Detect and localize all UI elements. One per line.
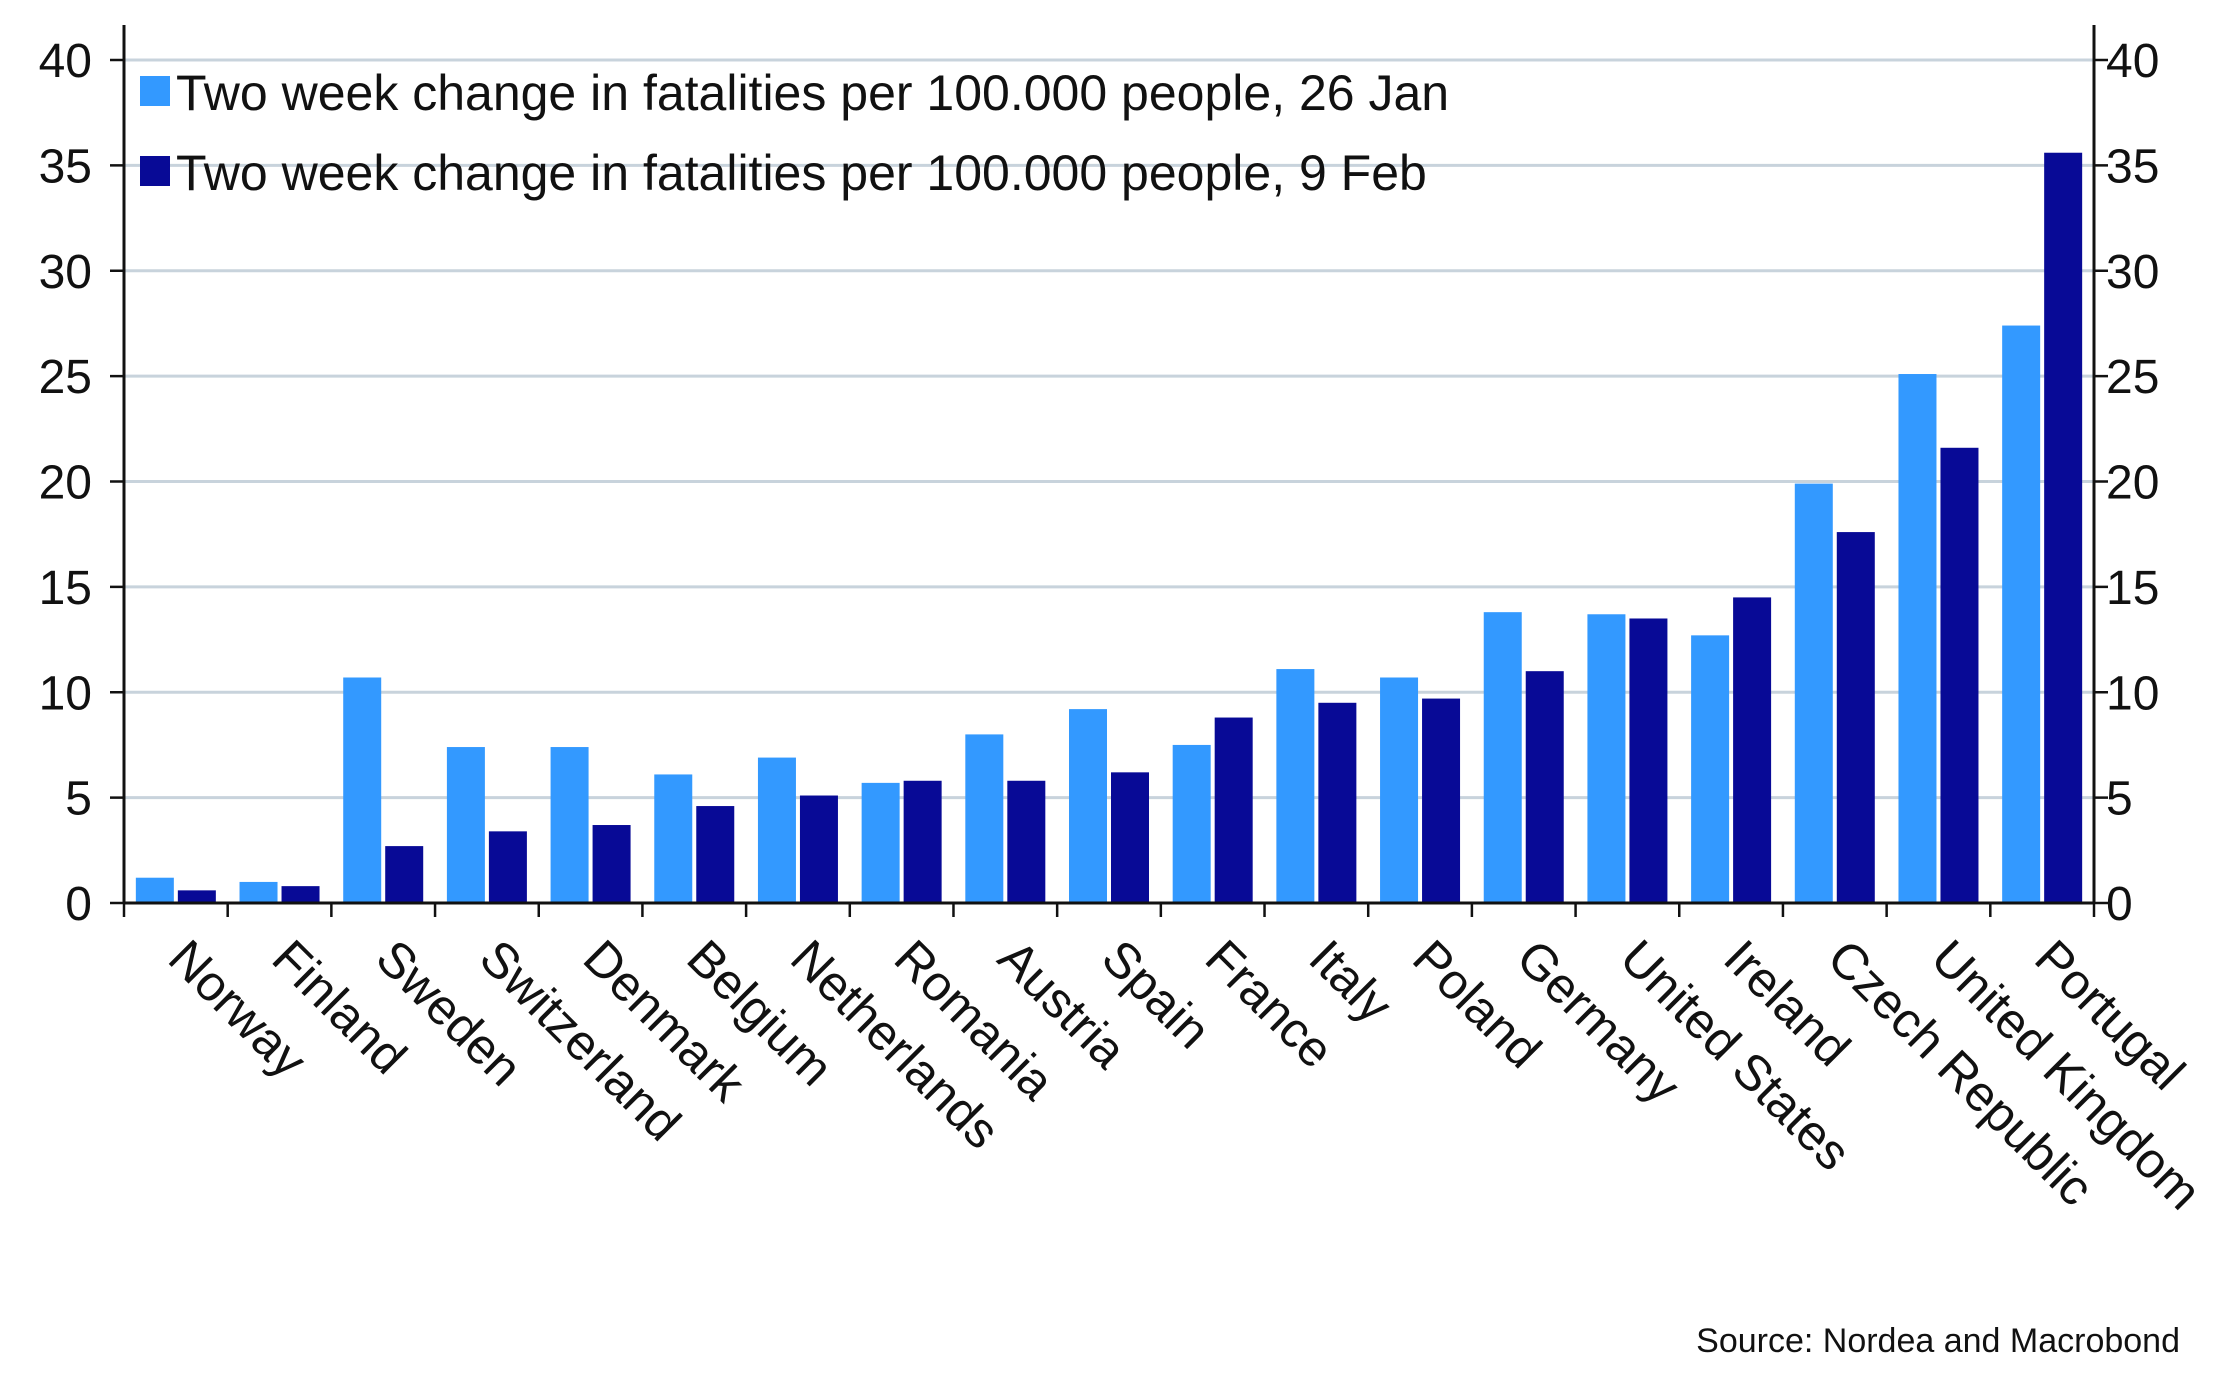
bar-jan26 bbox=[2002, 325, 2041, 903]
bar-feb9 bbox=[1007, 780, 1046, 903]
bar-feb9 bbox=[696, 806, 735, 903]
bar-jan26 bbox=[965, 734, 1004, 903]
legend: Two week change in fatalities per 100.00… bbox=[140, 65, 1449, 201]
bar-jan26 bbox=[1069, 709, 1107, 903]
legend-label: Two week change in fatalities per 100.00… bbox=[176, 65, 1449, 121]
bar-feb9 bbox=[799, 795, 838, 903]
y-tick-label-left: 10 bbox=[39, 667, 92, 720]
bar-feb9 bbox=[1111, 772, 1149, 903]
bar-feb9 bbox=[177, 890, 216, 903]
bar-jan26 bbox=[446, 747, 485, 903]
bar-feb9 bbox=[1733, 597, 1772, 903]
bar-feb9 bbox=[1422, 698, 1461, 903]
bar-feb9 bbox=[1940, 447, 1979, 903]
bar-feb9 bbox=[281, 886, 320, 903]
bar-jan26 bbox=[550, 747, 589, 903]
y-tick-label-right: 10 bbox=[2106, 667, 2159, 720]
bar-feb9 bbox=[1525, 671, 1564, 903]
y-tick-label-left: 5 bbox=[65, 773, 92, 826]
bar-feb9 bbox=[592, 825, 631, 903]
bar-feb9 bbox=[903, 780, 942, 903]
y-tick-label-left: 40 bbox=[39, 35, 92, 88]
y-tick-label-right: 35 bbox=[2106, 140, 2159, 193]
bar-jan26 bbox=[654, 774, 693, 903]
y-tick-label-right: 30 bbox=[2106, 246, 2159, 299]
y-tick-label-right: 0 bbox=[2106, 878, 2133, 931]
y-tick-label-right: 5 bbox=[2106, 773, 2133, 826]
bar-jan26 bbox=[1483, 612, 1522, 903]
bar-jan26 bbox=[1380, 677, 1419, 903]
y-tick-label-left: 35 bbox=[39, 140, 92, 193]
source-note: Source: Nordea and Macrobond bbox=[1696, 1322, 2180, 1360]
y-tick-label-right: 40 bbox=[2106, 35, 2159, 88]
bar-jan26 bbox=[1898, 374, 1937, 904]
bar-feb9 bbox=[1629, 618, 1668, 903]
bar-jan26 bbox=[1172, 744, 1211, 903]
bar-feb9 bbox=[488, 831, 527, 903]
legend-label: Two week change in fatalities per 100.00… bbox=[176, 145, 1427, 201]
bar-jan26 bbox=[1691, 635, 1730, 903]
legend-swatch bbox=[140, 156, 170, 186]
bar-feb9 bbox=[2044, 152, 2083, 904]
bar-feb9 bbox=[1836, 532, 1875, 903]
bar-jan26 bbox=[1794, 483, 1833, 903]
y-tick-label-left: 25 bbox=[39, 351, 92, 404]
y-tick-label-left: 0 bbox=[65, 878, 92, 931]
bar-feb9 bbox=[1214, 717, 1253, 903]
bar-jan26 bbox=[239, 881, 278, 903]
bar-jan26 bbox=[1587, 614, 1626, 903]
y-tick-label-right: 25 bbox=[2106, 351, 2159, 404]
bar-jan26 bbox=[1276, 669, 1315, 903]
bar-feb9 bbox=[1318, 702, 1357, 903]
bar-jan26 bbox=[861, 782, 900, 903]
y-tick-label-right: 15 bbox=[2106, 562, 2159, 615]
y-tick-label-left: 15 bbox=[39, 562, 92, 615]
bar-jan26 bbox=[757, 757, 796, 903]
bar-jan26 bbox=[135, 877, 174, 903]
bar-jan26 bbox=[343, 677, 382, 903]
y-tick-label-right: 20 bbox=[2106, 457, 2159, 510]
axis-layer bbox=[110, 25, 2108, 917]
y-tick-label-left: 30 bbox=[39, 246, 92, 299]
grid-layer bbox=[124, 58, 2094, 800]
bar-layer bbox=[135, 152, 2083, 904]
y-tick-label-left: 20 bbox=[39, 457, 92, 510]
legend-swatch bbox=[140, 76, 170, 106]
bar-feb9 bbox=[385, 846, 424, 903]
